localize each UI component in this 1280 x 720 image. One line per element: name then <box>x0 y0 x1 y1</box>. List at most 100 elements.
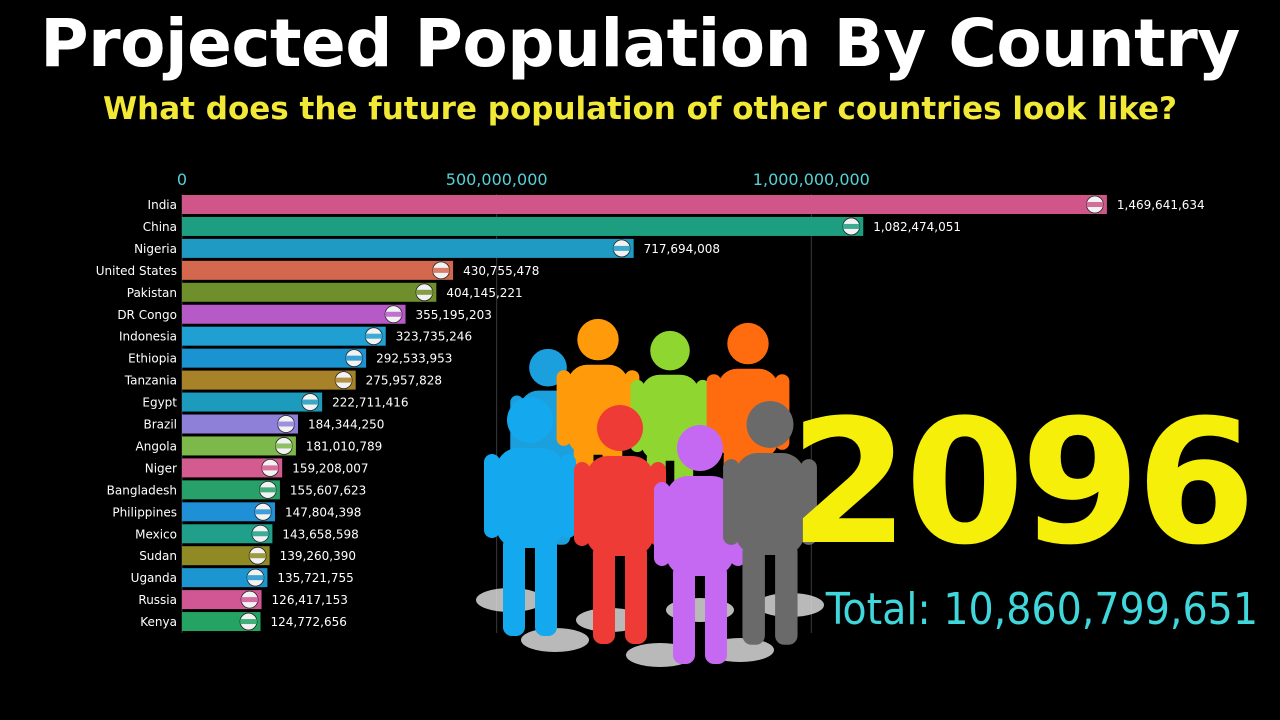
bar-row: Pakistan 404,145,221 <box>127 282 523 302</box>
bar-row: Kenya 124,772,656 <box>140 612 347 632</box>
category-label: Nigeria <box>134 242 177 256</box>
category-label: Niger <box>145 461 177 475</box>
value-label: 159,208,007 <box>292 461 368 475</box>
bar <box>182 414 299 434</box>
bar <box>182 480 280 500</box>
bars: India 1,469,641,634 China 1,082,474,051 Nige… <box>96 195 1205 632</box>
value-label: 1,082,474,051 <box>873 220 961 234</box>
category-label: Philippines <box>112 505 177 519</box>
bar-row: United States 430,755,478 <box>96 260 539 280</box>
value-label: 135,721,755 <box>277 571 353 585</box>
china-flag-icon <box>842 217 861 236</box>
bar <box>182 260 454 280</box>
bar <box>182 195 1107 214</box>
page-title: Projected Population By Country <box>40 5 1240 82</box>
value-label: 275,957,828 <box>366 374 442 388</box>
bar-row: Niger 159,208,007 <box>145 458 369 478</box>
x-tick-label: 500,000,000 <box>446 170 548 189</box>
bar <box>182 282 437 302</box>
bar-row: Sudan 139,260,390 <box>139 546 356 566</box>
bar-row: Mexico 143,658,598 <box>135 524 359 544</box>
category-label: Mexico <box>135 527 177 541</box>
category-label: DR Congo <box>117 308 177 322</box>
category-label: India <box>148 198 177 212</box>
bar-row: Uganda 135,721,755 <box>131 568 354 588</box>
category-label: Uganda <box>131 571 177 585</box>
bar <box>182 502 276 522</box>
egypt-flag-icon <box>301 393 320 411</box>
value-label: 124,772,656 <box>271 615 347 629</box>
bar-row: Bangladesh 155,607,623 <box>107 480 366 500</box>
bar <box>182 436 296 456</box>
mexico-flag-icon <box>251 524 270 543</box>
group-of-people-icon <box>476 318 824 667</box>
value-label: 147,804,398 <box>285 505 361 519</box>
year-label: 2096 <box>789 382 1256 583</box>
bar <box>182 216 864 236</box>
category-label: Kenya <box>140 615 177 629</box>
person-figure <box>723 401 817 645</box>
bangladesh-flag-icon <box>259 480 277 499</box>
bar-row: Brazil 184,344,250 <box>144 414 384 434</box>
value-label: 143,658,598 <box>282 527 358 541</box>
value-label: 1,469,641,634 <box>1117 198 1205 212</box>
value-label: 139,260,390 <box>280 549 356 563</box>
angola-flag-icon <box>275 437 293 455</box>
bar-row: India 1,469,641,634 <box>148 195 1205 214</box>
bar-row: Angola 181,010,789 <box>136 436 382 456</box>
category-label: Brazil <box>144 418 178 432</box>
category-label: Ethiopia <box>128 352 177 366</box>
bar <box>182 568 268 588</box>
india-flag-icon <box>1085 195 1104 214</box>
bar <box>182 326 386 346</box>
bar <box>182 304 406 324</box>
bar-row: Philippines 147,804,398 <box>112 502 361 522</box>
russia-flag-icon <box>240 590 259 609</box>
bar-row: DR Congo 355,195,203 <box>117 304 492 324</box>
category-label: Bangladesh <box>107 483 177 497</box>
bar <box>182 612 261 632</box>
value-label: 717,694,008 <box>644 242 720 256</box>
x-axis-ticks: 0 500,000,000 1,000,000,000 <box>177 170 870 189</box>
value-label: 323,735,246 <box>396 330 472 344</box>
bar-row: Indonesia 323,735,246 <box>119 326 472 346</box>
value-label: 184,344,250 <box>308 418 384 432</box>
value-label: 430,755,478 <box>463 264 539 278</box>
dr-congo-flag-icon <box>384 305 403 324</box>
category-label: United States <box>96 264 177 278</box>
bar-row: Nigeria 717,694,008 <box>134 238 720 258</box>
value-label: 155,607,623 <box>290 483 366 497</box>
category-label: Russia <box>138 593 177 607</box>
bar-row: Egypt 222,711,416 <box>142 392 409 412</box>
kenya-flag-icon <box>239 612 258 631</box>
category-label: China <box>143 220 177 234</box>
value-label: 181,010,789 <box>306 439 382 453</box>
uganda-flag-icon <box>246 568 265 587</box>
philippines-flag-icon <box>254 502 272 521</box>
bar <box>182 590 262 610</box>
bar <box>182 392 323 412</box>
category-label: Indonesia <box>119 330 177 344</box>
value-label: 222,711,416 <box>332 396 408 410</box>
ethiopia-flag-icon <box>345 349 364 368</box>
category-label: Pakistan <box>127 286 177 300</box>
tanzania-flag-icon <box>334 371 353 390</box>
bar <box>182 458 283 478</box>
bar-row: Tanzania 275,957,828 <box>124 370 442 390</box>
category-label: Egypt <box>142 396 177 410</box>
bar <box>182 238 634 258</box>
indonesia-flag-icon <box>364 327 383 346</box>
bar-row: Russia 126,417,153 <box>138 590 348 610</box>
niger-flag-icon <box>261 458 280 477</box>
value-label: 404,145,221 <box>446 286 522 300</box>
x-tick-label: 0 <box>177 170 187 189</box>
category-label: Sudan <box>139 549 177 563</box>
brazil-flag-icon <box>277 415 295 433</box>
figure-shadow <box>521 628 589 652</box>
nigeria-flag-icon <box>612 239 631 258</box>
category-label: Tanzania <box>124 374 177 388</box>
value-label: 292,533,953 <box>376 352 452 366</box>
bar <box>182 546 270 566</box>
total-population-label: Total: 10,860,799,651 <box>825 584 1258 635</box>
